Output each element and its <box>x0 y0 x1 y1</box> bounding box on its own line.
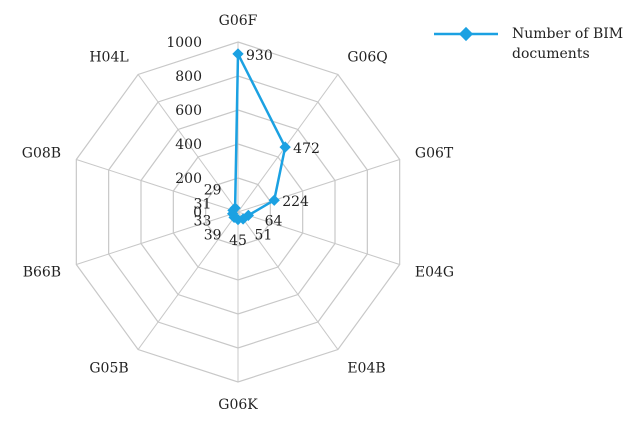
spoke-H04L <box>137 74 239 213</box>
data-marker-G06T <box>268 194 280 206</box>
legend-marker <box>458 26 474 42</box>
tick-label-1000: 1000 <box>166 35 202 51</box>
spoke-G06Q <box>237 74 339 213</box>
spoke-E04G <box>237 211 400 266</box>
data-label-G08B: 31 <box>194 196 212 212</box>
spoke-G06T <box>237 158 400 213</box>
category-label-G06Q: G06Q <box>347 50 387 66</box>
category-label-G05B: G05B <box>89 360 128 376</box>
category-label-B66B: B66B <box>23 264 61 280</box>
data-marker-H04L <box>229 202 241 214</box>
tick-label-200: 200 <box>175 171 202 187</box>
category-label-E04G: E04G <box>415 264 454 280</box>
tick-label-0: 0 <box>193 205 202 221</box>
radar-spokes <box>76 42 400 382</box>
data-label-E04G: 64 <box>265 214 283 230</box>
data-label-G05B: 39 <box>204 228 222 244</box>
category-label-H04L: H04L <box>89 50 128 66</box>
tick-label-400: 400 <box>175 137 202 153</box>
tick-label-800: 800 <box>175 69 202 85</box>
data-label-H04L: 29 <box>204 182 222 198</box>
category-label-E04B: E04B <box>347 360 385 376</box>
category-label-G06K: G06K <box>218 397 258 413</box>
category-label-G06F: G06F <box>219 13 258 29</box>
data-label-B66B: 33 <box>194 214 212 230</box>
radial-tick-labels: 0 200 400 600 800 1000 <box>166 35 202 221</box>
data-label-G06F: 930 <box>246 48 273 64</box>
category-labels: G06F G06Q G06T E04G E04B G06K G05B B66B G08B H04L <box>22 13 454 413</box>
legend: Number of BIM documents <box>434 26 623 62</box>
spoke-B66B <box>76 211 239 266</box>
spoke-G05B <box>137 211 239 350</box>
data-marker-G06F <box>232 48 244 60</box>
data-label-E04B: 51 <box>254 228 272 244</box>
series-line <box>231 52 287 221</box>
spoke-G08B <box>76 158 239 213</box>
data-label-G06T: 224 <box>282 194 309 210</box>
tick-label-600: 600 <box>175 103 202 119</box>
data-marker-G06Q <box>279 141 291 153</box>
category-label-G06T: G06T <box>415 146 454 162</box>
legend-label: Number of BIM documents <box>512 26 623 62</box>
data-label-G06Q: 472 <box>293 141 320 157</box>
category-label-G08B: G08B <box>22 146 61 162</box>
spoke-E04B <box>237 211 339 350</box>
data-label-G06K: 45 <box>229 233 247 249</box>
